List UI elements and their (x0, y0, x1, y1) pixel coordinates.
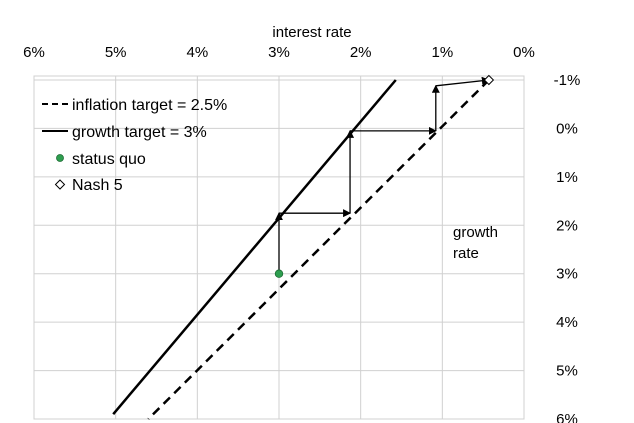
y-tick-label: 2% (556, 217, 578, 234)
y-tick-label: 1% (556, 169, 578, 186)
x-axis-label: interest rate (272, 24, 351, 41)
x-tick-label: 2% (350, 44, 372, 61)
legend-label-status-quo: status quo (72, 151, 146, 168)
y-axis-label-line-2: rate (453, 245, 479, 262)
x-tick-label: 0% (513, 44, 535, 61)
data-points (274, 74, 495, 278)
y-tick-label: 0% (556, 120, 578, 137)
plot-area-frame (33, 75, 525, 420)
status-quo-point (274, 269, 284, 278)
x-tick-label: 5% (105, 44, 127, 61)
x-tick-label: 4% (186, 44, 208, 61)
adjustment-arrows (275, 76, 490, 274)
x-axis-ticks: 6% 5% 4% 3% 2% 1% 0% (23, 44, 535, 61)
y-tick-label: 6% (556, 411, 578, 423)
grid (33, 76, 525, 420)
y-tick-label: -1% (554, 72, 581, 89)
y-axis-label-line-1: growth (453, 224, 498, 241)
y-axis-ticks: -1% 0% 1% 2% 3% 4% 5% 6% (554, 72, 581, 423)
legend-swatch-status-quo (56, 154, 64, 162)
legend: inflation target = 2.5% growth target = … (42, 97, 227, 194)
nash-5-point (483, 74, 495, 86)
x-tick-label: 3% (268, 44, 290, 61)
inflation-target-line (147, 79, 490, 420)
y-tick-label: 4% (556, 314, 578, 331)
x-tick-label: 6% (23, 44, 45, 61)
legend-label-growth-target: growth target = 3% (72, 124, 207, 141)
legend-label-inflation-target: inflation target = 2.5% (72, 97, 227, 114)
x-tick-label: 1% (431, 44, 453, 61)
legend-swatch-nash-5 (54, 179, 66, 190)
adjustment-arrow (435, 76, 490, 87)
y-tick-label: 5% (556, 363, 578, 380)
y-tick-label: 3% (556, 266, 578, 283)
legend-label-nash-5: Nash 5 (72, 177, 123, 194)
